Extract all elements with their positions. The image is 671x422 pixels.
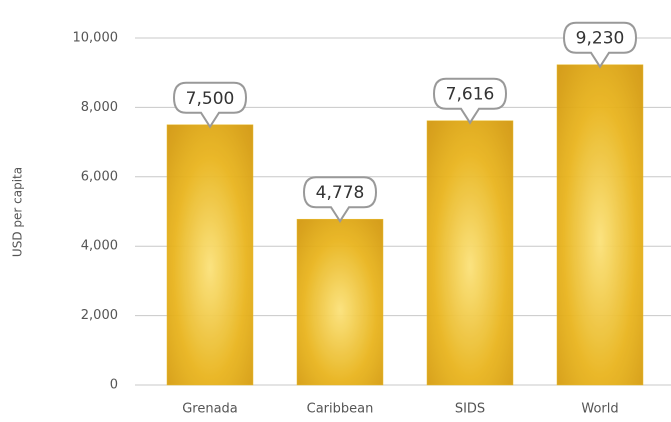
x-tick-label: World bbox=[581, 402, 618, 417]
y-tick-label: 10,000 bbox=[73, 31, 119, 46]
callout bbox=[432, 77, 508, 125]
bar bbox=[296, 218, 384, 386]
value-label: 4,778 bbox=[316, 183, 365, 203]
y-axis-title: USD per capita bbox=[11, 167, 25, 257]
x-tick-label: Grenada bbox=[182, 402, 238, 417]
bar bbox=[556, 64, 644, 386]
value-label: 7,616 bbox=[446, 85, 495, 105]
y-tick-label: 0 bbox=[110, 378, 118, 393]
y-tick-label: 4,000 bbox=[81, 239, 118, 254]
y-tick-label: 8,000 bbox=[81, 100, 118, 115]
callout bbox=[302, 176, 378, 224]
bar bbox=[166, 124, 254, 386]
y-tick-label: 6,000 bbox=[81, 169, 118, 184]
callout bbox=[562, 21, 638, 69]
x-tick-label: Caribbean bbox=[307, 402, 374, 417]
x-tick-label: SIDS bbox=[455, 402, 485, 417]
y-tick-label: 2,000 bbox=[81, 308, 118, 323]
value-label: 7,500 bbox=[186, 89, 235, 109]
callout bbox=[172, 81, 248, 129]
value-label: 9,230 bbox=[576, 29, 625, 49]
bar bbox=[426, 120, 514, 386]
